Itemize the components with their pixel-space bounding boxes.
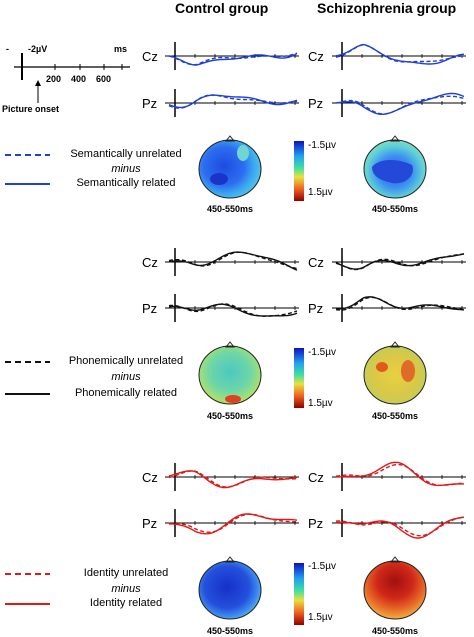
waveform-unrelated	[335, 95, 465, 115]
label-pz: Pz	[308, 301, 324, 316]
topomap-control-identity	[198, 556, 262, 620]
waveform-related	[168, 251, 298, 271]
scale-key	[14, 53, 130, 103]
legend-semantic-related: Semantically related	[76, 177, 176, 189]
waveform-unrelated	[335, 296, 465, 311]
waveform-related	[168, 94, 298, 109]
legend-phonemic-minus: minus	[111, 371, 141, 383]
waveform-related	[168, 513, 298, 535]
waveform-related	[168, 470, 298, 489]
schizophrenia-group-header: Schizophrenia group	[317, 0, 457, 16]
topomap-control-semantic	[198, 135, 262, 199]
waveform-related	[335, 461, 464, 487]
colorbar-bottom-label: 1.5µv	[308, 398, 333, 409]
legend-line-samples	[5, 154, 50, 605]
label-pz: Pz	[142, 301, 158, 316]
time-window-label: 450-550ms	[371, 411, 419, 421]
waveform-related	[335, 253, 465, 270]
waveform-unrelated	[168, 513, 298, 533]
waveform-related	[335, 296, 465, 311]
waveform-unrelated	[335, 44, 465, 63]
time-window-label: 450-550ms	[371, 626, 419, 636]
time-window-label: 450-550ms	[206, 626, 254, 636]
label-pz: Pz	[308, 96, 324, 111]
label-cz: Cz	[308, 470, 324, 485]
legend-phonemic-related: Phonemically related	[74, 387, 178, 399]
legend-identity-minus: minus	[111, 583, 141, 595]
colorbar	[294, 563, 304, 625]
label-cz: Cz	[142, 49, 158, 64]
legend-semantic-unrelated: Semantically unrelated	[70, 148, 182, 160]
waveform-unrelated	[335, 463, 465, 486]
label-cz: Cz	[142, 470, 158, 485]
legend-phonemic-unrelated: Phonemically unrelated	[68, 355, 184, 367]
scale-unit-label: ms	[114, 44, 128, 54]
label-pz: Pz	[308, 516, 324, 531]
time-window-label: 450-550ms	[371, 204, 419, 214]
colorbar-top-label: -1.5µv	[308, 347, 336, 358]
waveform-unrelated	[335, 516, 465, 537]
label-pz: Pz	[142, 516, 158, 531]
colorbar	[294, 348, 304, 408]
scale-tick-400: 400	[71, 74, 87, 84]
time-window-label: 450-550ms	[206, 411, 254, 421]
legend-semantic-minus: minus	[111, 163, 141, 175]
waveform-unrelated	[168, 303, 298, 317]
colorbar-top-label: -1.5µv	[308, 140, 336, 151]
scale-tick-200: 200	[46, 74, 62, 84]
waveform-related	[335, 516, 465, 539]
colorbar	[294, 141, 304, 201]
topomap-schizo-identity	[363, 556, 427, 620]
waveform-related	[335, 43, 465, 65]
control-group-header: Control group	[175, 0, 269, 16]
scale-tick-600: 600	[96, 74, 112, 84]
legend-identity-unrelated: Identity unrelated	[83, 567, 169, 579]
label-cz: Cz	[308, 49, 324, 64]
picture-onset-label: Picture onset	[2, 104, 60, 114]
topomap-schizo-semantic	[363, 135, 427, 199]
waveform-related	[168, 52, 298, 66]
scale-minus-sign: -	[6, 44, 9, 54]
topomap-schizo-phonemic	[363, 341, 427, 405]
time-window-label: 450-550ms	[206, 204, 254, 214]
label-cz: Cz	[142, 255, 158, 270]
colorbar-bottom-label: 1.5µv	[308, 187, 333, 198]
scale-amplitude-label: -2µV	[28, 44, 48, 54]
label-cz: Cz	[308, 255, 324, 270]
colorbar-bottom-label: 1.5µv	[308, 612, 333, 623]
waveform-related	[168, 303, 298, 317]
topomap-control-phonemic	[198, 341, 262, 405]
colorbar-top-label: -1.5µv	[308, 561, 336, 572]
waveform-related	[335, 92, 465, 115]
waveform-unrelated	[168, 470, 297, 488]
label-pz: Pz	[142, 96, 158, 111]
legend-identity-related: Identity related	[89, 597, 163, 609]
